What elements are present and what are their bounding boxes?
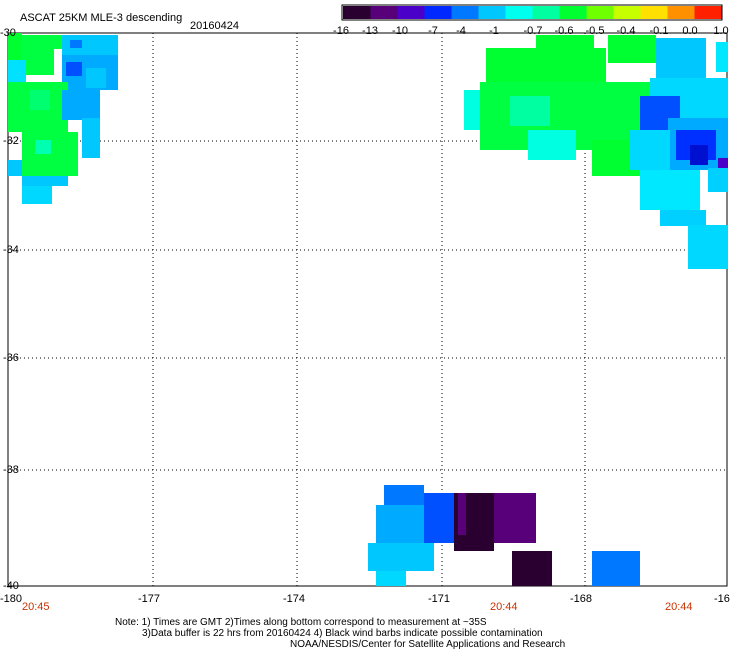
note-line-1: Note: 1) Times are GMT 2)Times along bot… bbox=[115, 617, 487, 628]
colorbar-label: -0.1 bbox=[649, 25, 669, 37]
colorbar-segment bbox=[532, 6, 560, 19]
colorbar-segment bbox=[343, 6, 371, 19]
map-title: ASCAT 25KM MLE-3 descending bbox=[20, 12, 183, 24]
colorbar-label: -0.5 bbox=[585, 25, 605, 37]
colorbar-segment bbox=[559, 6, 587, 19]
x-tick-label: -16 bbox=[714, 593, 730, 605]
time-label: 20:44 bbox=[490, 601, 518, 613]
colorbar-segment bbox=[505, 6, 533, 19]
plot-frame bbox=[7, 32, 728, 587]
y-tick-label: -34 bbox=[3, 244, 19, 256]
x-tick-label: -171 bbox=[428, 593, 451, 605]
time-label: 20:45 bbox=[22, 601, 50, 613]
colorbar-segment bbox=[424, 6, 452, 19]
colorbar-label: 0.0 bbox=[682, 25, 698, 37]
y-tick-label: -40 bbox=[3, 580, 19, 592]
colorbar-segment bbox=[370, 6, 398, 19]
colorbar-segment bbox=[694, 6, 722, 19]
colorbar-label: -13 bbox=[362, 25, 378, 37]
colorbar-label: -7 bbox=[428, 25, 438, 37]
note-line-2: 3)Data buffer is 22 hrs from 20160424 4)… bbox=[142, 628, 543, 639]
x-tick-label: -177 bbox=[138, 593, 161, 605]
colorbar-segment bbox=[667, 6, 695, 19]
x-tick-label: -168 bbox=[570, 593, 593, 605]
colorbar-label: -0.7 bbox=[523, 25, 543, 37]
colorbar-segment bbox=[640, 6, 668, 19]
y-tick-label: -30 bbox=[0, 27, 16, 39]
colorbar-label: -4 bbox=[456, 25, 466, 37]
swath-right bbox=[464, 35, 728, 269]
colorbar-segment bbox=[451, 6, 479, 19]
colorbar-label: -0.6 bbox=[554, 25, 574, 37]
colorbar-label: 1.0 bbox=[713, 25, 729, 37]
note-line-3: NOAA/NESDIS/Center for Satellite Applica… bbox=[290, 639, 566, 650]
y-tick-label: -36 bbox=[3, 352, 19, 364]
time-label: 20:44 bbox=[665, 601, 693, 613]
colorbar-segment bbox=[397, 6, 425, 19]
x-tick-label: -180 bbox=[0, 593, 23, 605]
colorbar-label: -10 bbox=[392, 25, 408, 37]
x-tick-label: -174 bbox=[283, 593, 306, 605]
y-tick-label: -32 bbox=[3, 135, 19, 147]
colorbar-segment bbox=[478, 6, 506, 19]
map-date: 20160424 bbox=[190, 20, 239, 32]
colorbar-segment bbox=[613, 6, 641, 19]
swath-bottom bbox=[368, 485, 640, 586]
colorbar-label: -0.4 bbox=[616, 25, 636, 37]
swath-left bbox=[8, 33, 118, 204]
colorbar bbox=[341, 4, 723, 21]
colorbar-segment bbox=[586, 6, 614, 19]
y-tick-label: -38 bbox=[3, 464, 19, 476]
colorbar-label: -1 bbox=[489, 25, 499, 37]
colorbar-label: -16 bbox=[333, 25, 349, 37]
